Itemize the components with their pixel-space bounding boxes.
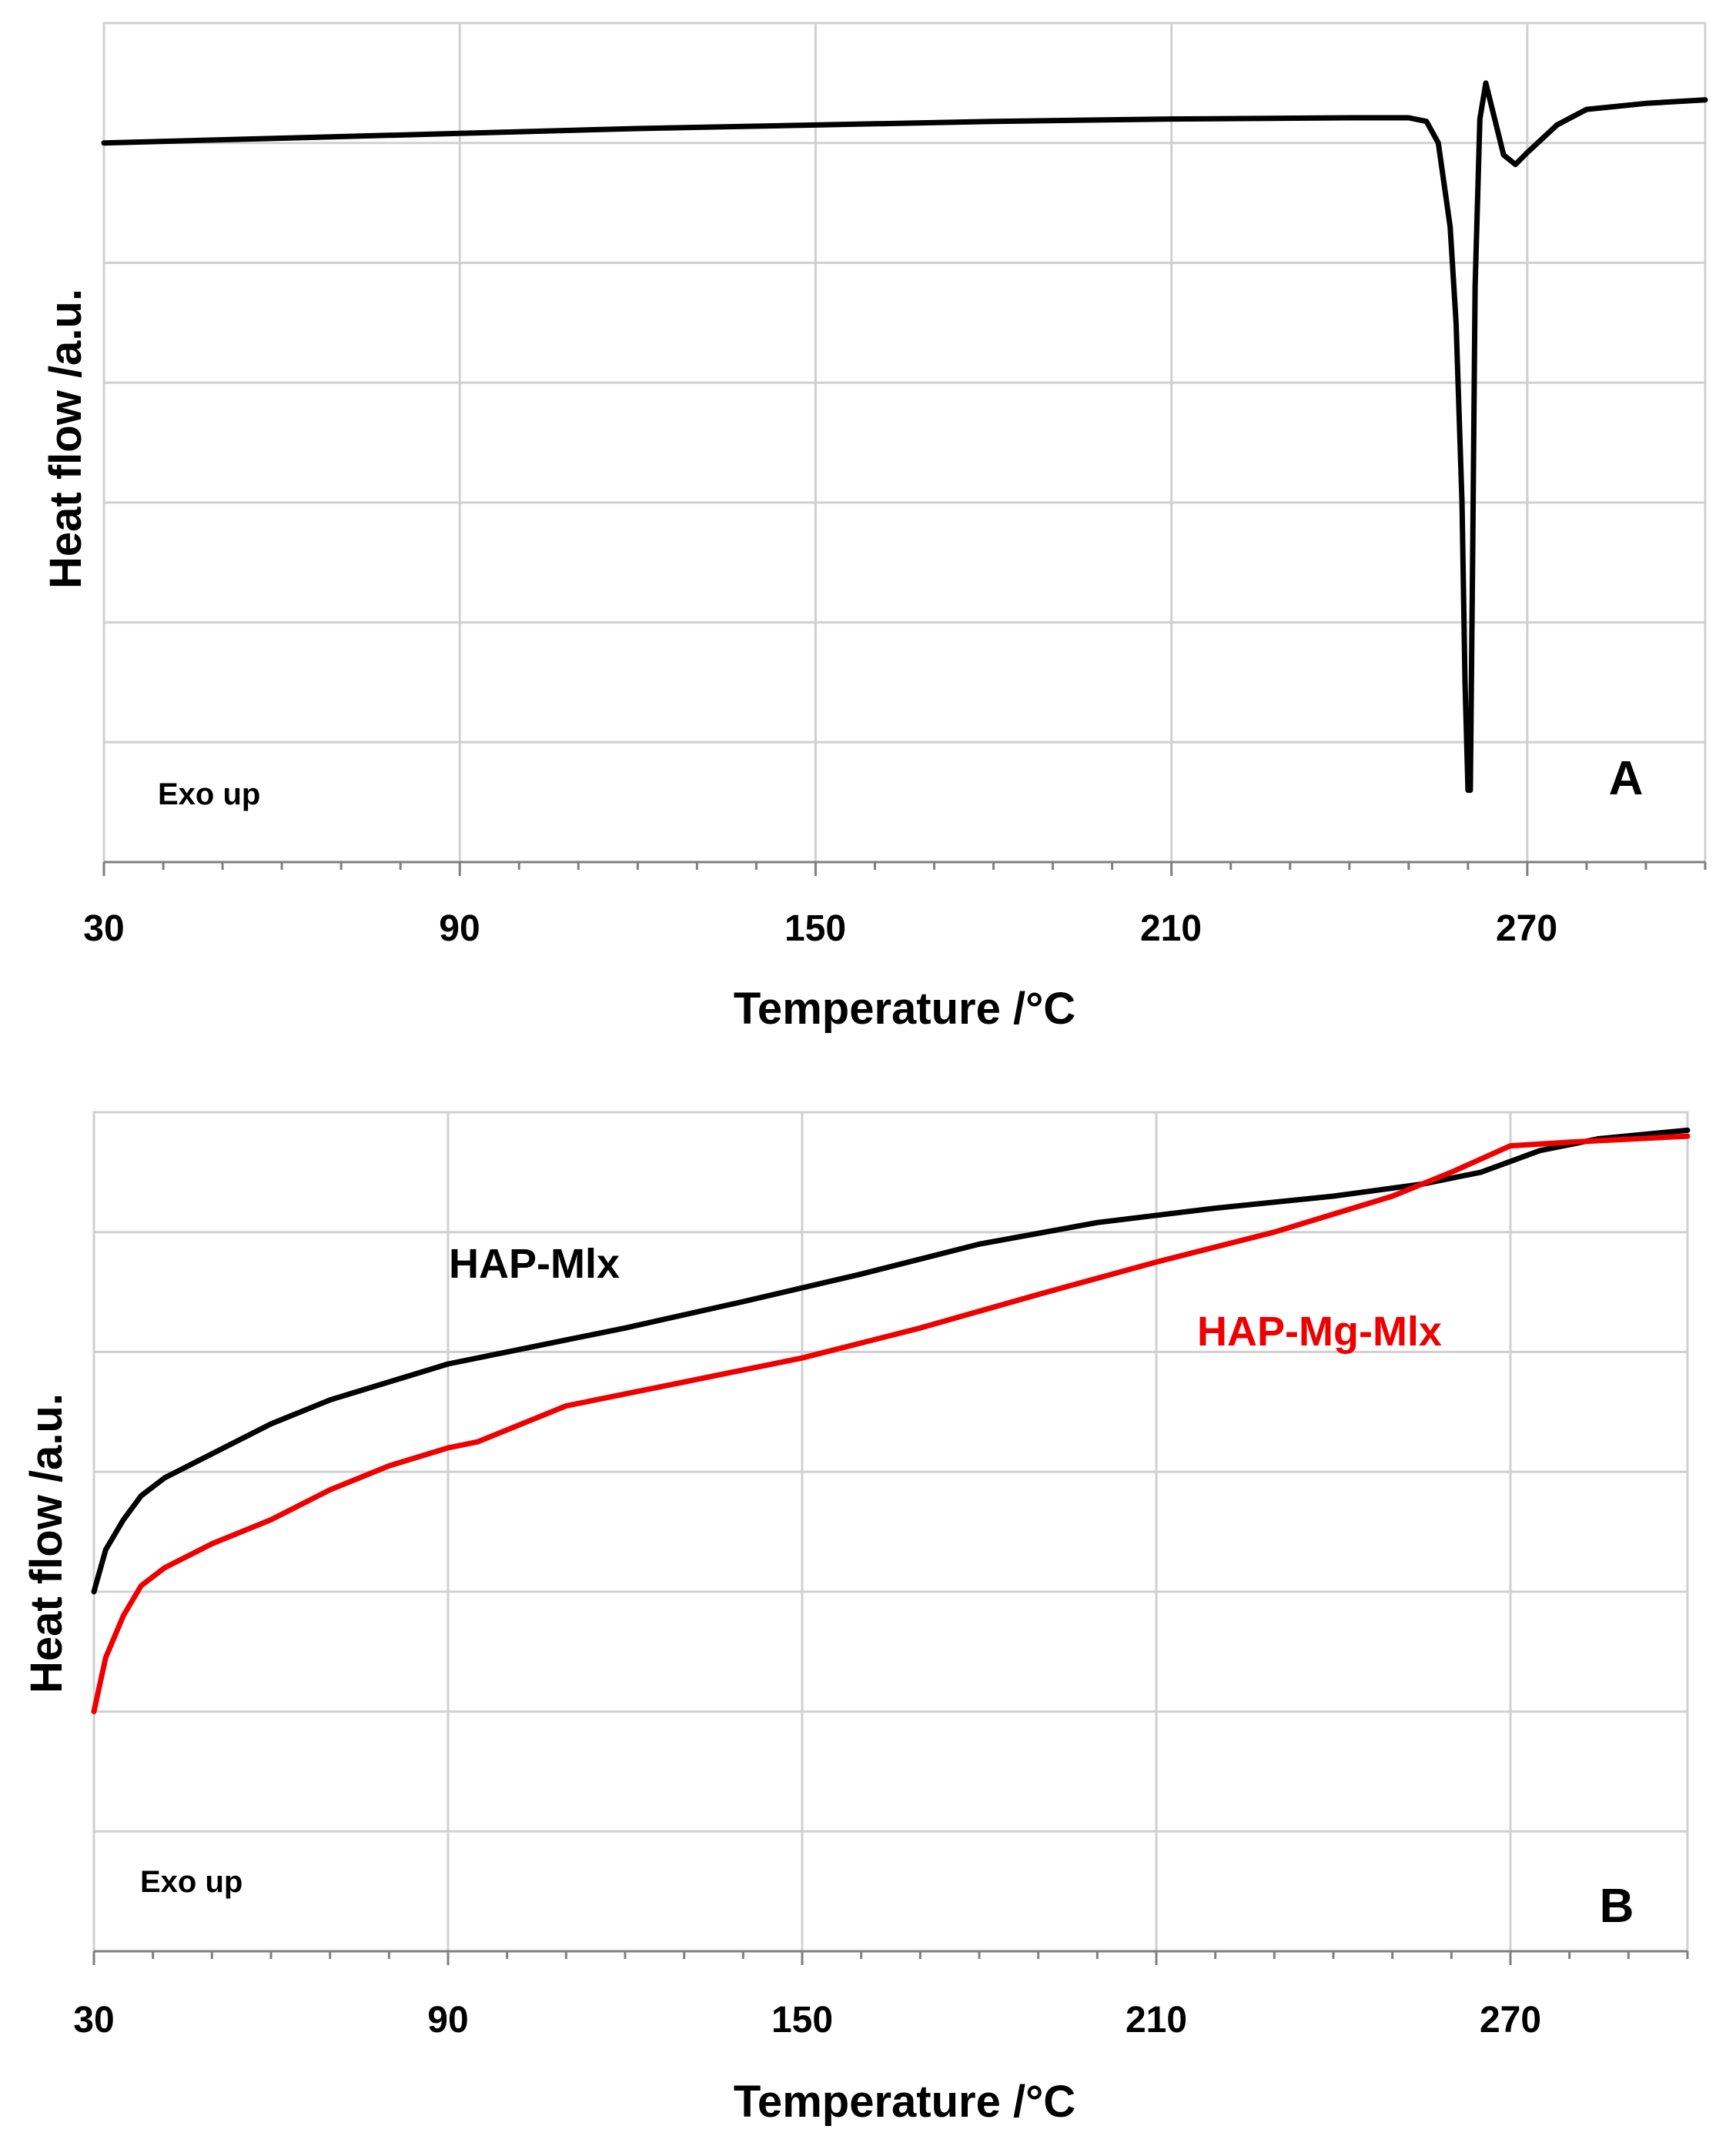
panel-a-x-tick-label: 210	[1140, 908, 1202, 949]
panel-a-x-tick-label: 270	[1496, 908, 1557, 949]
panel-b-x-ticks	[92, 1951, 1689, 1965]
panel-b-letter: B	[1600, 1880, 1634, 1933]
panel-b-x-tick-label: 150	[771, 2000, 833, 2041]
series-line-hap-mg-mlx	[91, 1133, 1691, 1715]
panel-a-x-axis-title: Temperature /°C	[734, 984, 1075, 1034]
panel-a-x-tick-label: 90	[439, 908, 480, 949]
panel-b-x-tick-label: 90	[427, 2000, 468, 2041]
panel-a-x-ticks	[102, 862, 1707, 876]
panel-b-x-tick-label: 210	[1126, 2000, 1187, 2041]
panel-a-letter: A	[1609, 752, 1644, 805]
panel-a-x-tick-label: 30	[83, 908, 124, 949]
panel-b-chart: HAP-Mlx HAP-Mg-Mlx Exo up B 30 90 150 21…	[22, 1111, 1691, 2127]
panel-b-x-axis-title: Temperature /°C	[734, 2077, 1075, 2127]
series-label-hap-mg-mlx: HAP-Mg-Mlx	[1197, 1309, 1442, 1355]
panel-b-plot-frame	[92, 1111, 1689, 1953]
panel-b-exo-annotation: Exo up	[140, 1865, 243, 1899]
panel-a-x-tick-label: 150	[784, 908, 846, 949]
panel-b-x-tick-label: 270	[1480, 2000, 1541, 2041]
panel-a-y-axis-title: Heat flow /a.u.	[41, 289, 91, 589]
panel-a-series	[101, 80, 1708, 794]
panel-b-y-axis-title: Heat flow /a.u.	[22, 1393, 72, 1693]
panel-a-chart: Exo up A 30 90 150 210 270 Temperature /…	[41, 22, 1708, 1034]
series-label-hap-mlx: HAP-Mlx	[449, 1241, 620, 1287]
panel-b-series	[91, 1127, 1691, 1715]
panel-a-dsc-curve	[101, 80, 1708, 794]
panel-a-exo-annotation: Exo up	[158, 777, 260, 811]
panel-b-x-tick-label: 30	[73, 2000, 114, 2041]
panel-b-gridlines	[92, 1111, 1687, 1951]
series-line-hap-mlx	[91, 1127, 1691, 1595]
